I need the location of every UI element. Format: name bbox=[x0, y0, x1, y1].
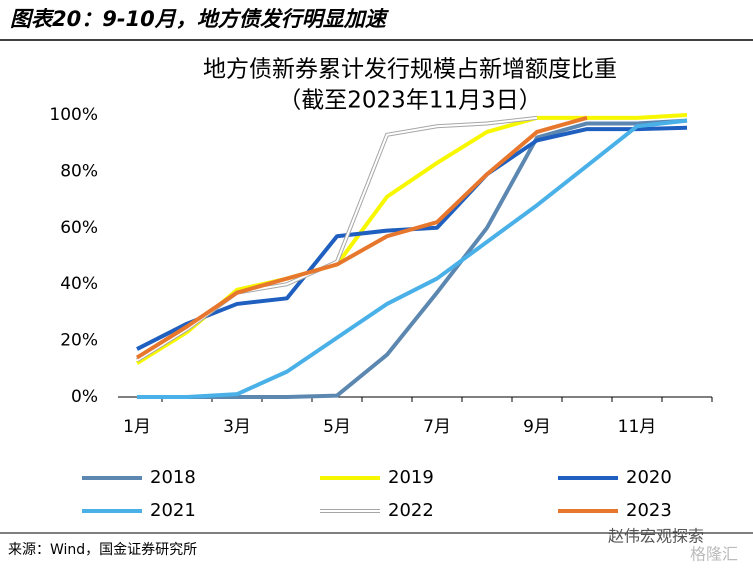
y-tick-label: 80% bbox=[60, 161, 98, 181]
series-line bbox=[137, 118, 688, 399]
source: 来源：Wind，国金证券研究所 bbox=[8, 542, 197, 558]
x-tick-label: 3月 bbox=[223, 417, 251, 437]
y-tick-label: 0% bbox=[71, 387, 98, 407]
series-line bbox=[135, 115, 588, 360]
series-line bbox=[137, 118, 688, 399]
series-line bbox=[136, 125, 688, 351]
legend-label: 2019 bbox=[388, 467, 434, 488]
legend-label: 2020 bbox=[626, 467, 672, 488]
y-tick-label: 100% bbox=[49, 105, 98, 125]
y-tick-label: 40% bbox=[60, 274, 98, 294]
watermark: 赵伟宏观探索 bbox=[608, 527, 704, 546]
legend-label: 2018 bbox=[150, 467, 196, 488]
chart-subtitle: （截至2023年11月3日） bbox=[278, 88, 541, 114]
legend-label: 2021 bbox=[150, 500, 196, 521]
header-title: 图表20：9-10月，地方债发行明显加速 bbox=[10, 7, 390, 31]
chart-title: 地方债新券累计发行规模占新增额度比重 bbox=[203, 57, 617, 83]
x-tick-label: 5月 bbox=[323, 417, 351, 437]
y-tick-label: 20% bbox=[60, 331, 98, 351]
y-tick-label: 60% bbox=[60, 218, 98, 238]
legend-label: 2022 bbox=[388, 500, 434, 521]
watermark: 格隆汇 bbox=[690, 545, 738, 564]
x-tick-label: 9月 bbox=[523, 417, 551, 437]
legend-label: 2023 bbox=[626, 500, 672, 521]
x-tick-label: 7月 bbox=[423, 417, 451, 437]
x-tick-label: 1月 bbox=[123, 417, 151, 437]
x-tick-label: 11月 bbox=[618, 417, 657, 437]
